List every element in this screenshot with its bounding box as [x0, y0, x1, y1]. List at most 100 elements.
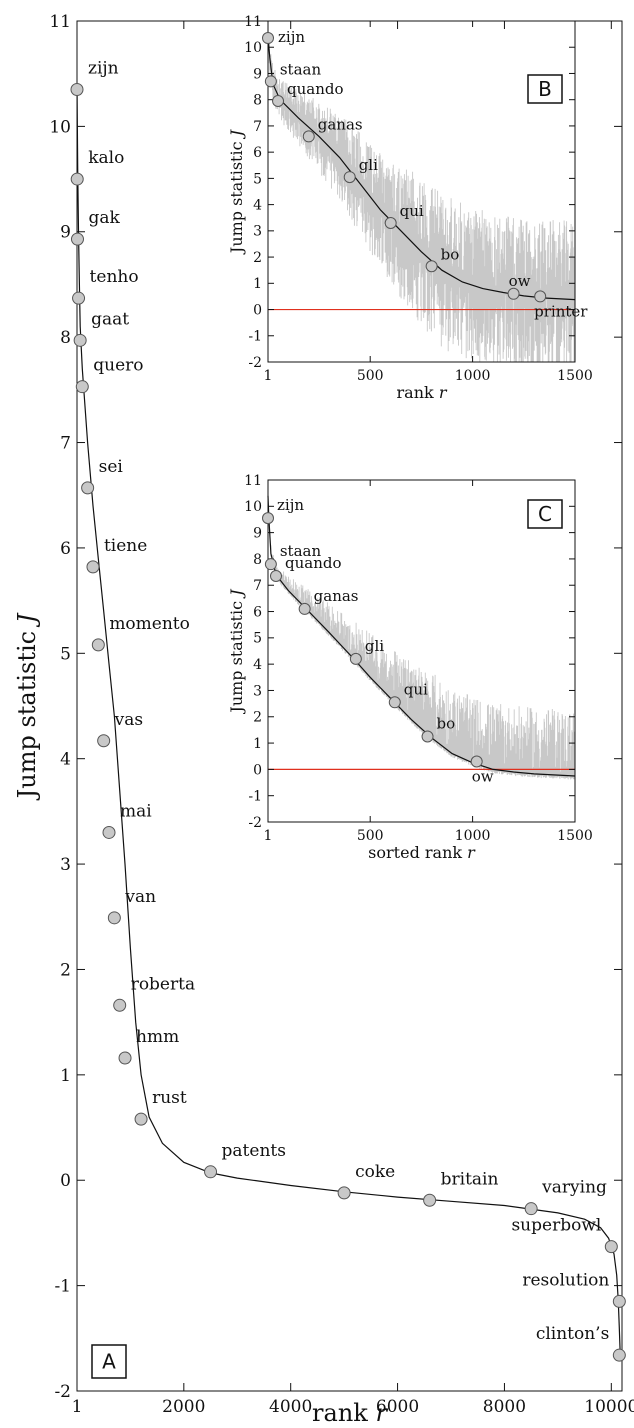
- axes-frame: [267, 20, 576, 363]
- panel-letter: B: [538, 77, 552, 101]
- word-label: roberta: [131, 974, 195, 994]
- word-label: clinton’s: [536, 1324, 610, 1344]
- data-point: [134, 1112, 148, 1126]
- data-point: [70, 172, 84, 186]
- word-label: britain: [441, 1169, 499, 1189]
- y-tick-label: 7: [253, 578, 262, 594]
- data-point: [604, 1240, 618, 1254]
- data-point: [425, 260, 438, 273]
- data-point: [470, 755, 483, 768]
- data-point: [97, 734, 111, 748]
- word-label: vas: [114, 710, 143, 730]
- y-tick-label: 11: [49, 12, 71, 32]
- word-label: sei: [99, 457, 124, 477]
- x-axis-label-text: sorted rank: [368, 843, 467, 862]
- y-tick-label: 4: [253, 198, 262, 214]
- y-tick-label: 6: [253, 604, 262, 620]
- panel-letter-box: [91, 1344, 127, 1379]
- x-axis-label-text: rank: [312, 1399, 375, 1424]
- x-tick-label: 4000: [269, 1397, 312, 1417]
- x-axis-label-text: rank: [397, 383, 439, 402]
- y-tick-label: 2: [60, 960, 71, 980]
- data-point: [70, 83, 84, 96]
- y-axis-label: Jump statistic J: [227, 128, 246, 255]
- data-point: [423, 1193, 437, 1207]
- word-label: qui: [404, 680, 428, 698]
- data-point: [349, 652, 362, 665]
- y-tick-label: 5: [253, 631, 262, 647]
- noise-band-path: [267, 495, 576, 780]
- y-tick-label: 8: [60, 328, 71, 348]
- data-point: [204, 1165, 218, 1179]
- x-tick-label: 500: [357, 368, 384, 384]
- data-point: [264, 558, 277, 571]
- y-tick-label: 1: [253, 736, 262, 752]
- word-label: mai: [120, 801, 152, 821]
- y-tick-label: 4: [60, 750, 71, 770]
- y-tick-label: 3: [253, 224, 262, 240]
- data-point: [107, 911, 121, 925]
- data-point: [384, 216, 397, 229]
- data-point: [86, 560, 100, 574]
- data-point: [113, 998, 127, 1012]
- y-tick-label: 0: [60, 1171, 71, 1191]
- word-label: rust: [152, 1088, 187, 1108]
- word-label: staan: [280, 60, 322, 78]
- y-tick-label: 9: [60, 223, 71, 243]
- x-tick-label: 1000: [455, 828, 491, 844]
- x-axis-label: rank r: [312, 1399, 388, 1424]
- y-tick-label: 8: [253, 552, 262, 568]
- axes-frame: [267, 479, 576, 823]
- data-point: [612, 1294, 626, 1308]
- y-tick-label: -1: [248, 789, 262, 805]
- word-label: staan: [280, 542, 322, 560]
- data-point: [302, 130, 315, 143]
- y-tick-label: 9: [253, 526, 262, 542]
- y-tick-label: 3: [253, 683, 262, 699]
- word-label: ow: [509, 272, 531, 290]
- y-axis-label-text: Jump statistic: [227, 596, 246, 715]
- data-point: [337, 1186, 351, 1200]
- word-label: hmm: [136, 1027, 179, 1047]
- x-tick-label: 1500: [557, 828, 593, 844]
- word-label: superbowl: [511, 1216, 601, 1236]
- y-tick-label: 10: [244, 499, 262, 515]
- word-label: gaat: [91, 309, 129, 329]
- word-label: ganas: [318, 115, 363, 133]
- data-point: [91, 638, 105, 652]
- data-point: [272, 95, 285, 108]
- word-label: bo: [437, 715, 456, 733]
- data-point: [70, 232, 84, 246]
- y-tick-label: 6: [60, 539, 71, 559]
- data-point: [262, 512, 274, 525]
- y-axis-label-text: Jump statistic: [227, 136, 246, 255]
- word-label: van: [124, 887, 156, 907]
- x-axis-label-variable: r: [439, 383, 448, 402]
- y-axis-label: Jump statistic J: [13, 612, 41, 801]
- word-label: zijn: [277, 496, 304, 514]
- word-label: zijn: [278, 28, 305, 46]
- y-tick-label: -2: [54, 1382, 71, 1402]
- y-tick-label: 5: [253, 171, 262, 187]
- panel-letter-box: [527, 74, 563, 104]
- word-label: varying: [541, 1178, 607, 1198]
- y-tick-label: 11: [244, 14, 262, 30]
- data-point: [298, 602, 311, 615]
- y-tick-label: 10: [244, 40, 262, 56]
- word-label: qui: [400, 202, 424, 220]
- x-tick-label: 500: [357, 828, 384, 844]
- x-axis-label: sorted rank r: [368, 843, 476, 862]
- word-label: tenho: [90, 267, 139, 287]
- y-tick-label: 0: [253, 302, 262, 318]
- word-label: patents: [222, 1141, 286, 1161]
- data-point: [81, 481, 95, 495]
- y-tick-label: -2: [248, 815, 262, 831]
- x-axis-label: rank r: [397, 383, 448, 402]
- y-tick-label: 2: [253, 250, 262, 266]
- data-point: [534, 290, 547, 303]
- word-label: gli: [359, 156, 378, 174]
